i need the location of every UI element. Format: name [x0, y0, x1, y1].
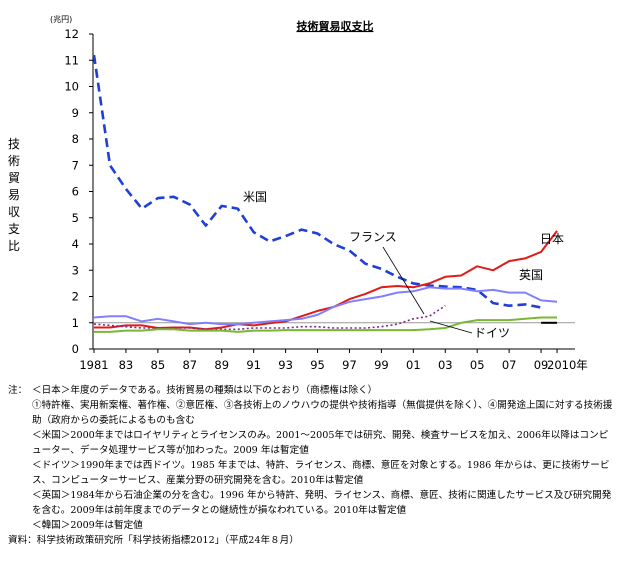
series-label-germany: ドイツ: [474, 326, 510, 340]
unit-label: (兆円): [50, 14, 72, 24]
x-tick-label: 97: [342, 358, 357, 372]
y-tick-label: 5: [72, 211, 79, 225]
series-label-japan: 日本: [540, 232, 564, 246]
note-japan-types: ①特許権、実用新案権、著作権、②意匠権、③各技術上のノウハウの提供や技術指導（無…: [32, 400, 613, 426]
x-tick-label: 1981: [79, 358, 108, 372]
note-lead: 注：: [8, 385, 28, 396]
note-uk: ＜英国＞1984年から石油企業の分を含む。1996 年から特許、発明、ライセンス…: [32, 490, 612, 516]
y-tick-label: 0: [72, 342, 79, 356]
series-label-uk: 英国: [519, 268, 543, 282]
series-france: [93, 305, 446, 331]
y-tick-label: 11: [64, 53, 79, 67]
x-tick-label: 99: [374, 358, 389, 372]
x-tick-label: 05: [470, 358, 485, 372]
note-row: ＜英国＞1984年から石油企業の分を含む。1996 年から特許、発明、ライセンス…: [8, 488, 614, 518]
series-layer: [92, 54, 558, 333]
y-tick-label: 12: [64, 27, 79, 41]
note-row: ＜米国＞2000年まではロイヤリティとライセンスのみ。2001～2005年では研…: [8, 428, 614, 458]
y-tick-label: 4: [72, 237, 79, 251]
y-axis-label: 技術貿易収支比: [8, 137, 20, 253]
y-tick-label: 2: [72, 290, 79, 304]
note-row: ①特許権、実用新案権、著作権、②意匠権、③各技術上のノウハウの提供や技術指導（無…: [8, 398, 614, 428]
note-korea: ＜韓国＞2009年は暫定値: [32, 520, 143, 531]
note-row: 注： ＜日本＞年度のデータである。技術貿易の種類は以下のとおり（商標権は除く）: [8, 383, 614, 398]
axes: [92, 34, 575, 350]
series-uk: [93, 286, 558, 326]
source-text: 科学技術政策研究所「科学技術指標2012」（平成24年８月）: [36, 535, 299, 546]
x-tick-label: 07: [502, 358, 517, 372]
x-tick-label: 03: [438, 358, 453, 372]
y-tick-label: 3: [72, 263, 79, 277]
note-row: ＜ドイツ＞1990年までは西ドイツ。1985 年までは、特許、ライセンス、商標、…: [8, 458, 614, 488]
y-tick-label: 6: [72, 185, 79, 199]
x-tick-label: 83: [119, 358, 134, 372]
x-tick-label: 95: [310, 358, 325, 372]
y-tick-label: 9: [72, 106, 79, 120]
x-tick-label: 93: [278, 358, 293, 372]
y-tick-label: 8: [72, 132, 79, 146]
france-leader-line: [382, 246, 425, 315]
x-tick-label: 89: [214, 358, 229, 372]
x-tick-label: 85: [151, 358, 166, 372]
series-label-us: 米国: [243, 190, 267, 204]
note-germany: ＜ドイツ＞1990年までは西ドイツ。1985 年までは、特許、ライセンス、商標、…: [32, 460, 610, 486]
x-tick-label: 2010年: [547, 358, 588, 372]
y-tick-label: 1: [72, 316, 79, 330]
y-tick-label: 10: [64, 80, 79, 94]
x-tick-label: 91: [246, 358, 261, 372]
y-tick-label: 7: [72, 158, 79, 172]
x-tick-label: 09: [534, 358, 549, 372]
series-label-france: フランス: [349, 230, 397, 244]
note-us: ＜米国＞2000年まではロイヤリティとライセンスのみ。2001～2005年では研…: [32, 430, 609, 456]
series-japan: [94, 230, 558, 331]
series-us: [92, 54, 542, 309]
germany-leader-line: [429, 320, 473, 334]
source-lead: 資料：: [8, 535, 37, 546]
chart-title: 技術貿易収支比: [297, 19, 374, 33]
source-row: 資料： 科学技術政策研究所「科学技術指標2012」（平成24年８月）: [8, 533, 614, 548]
note-row: ＜韓国＞2009年は暫定値: [8, 518, 614, 533]
x-tick-label: 01: [406, 358, 421, 372]
chart-notes: 注： ＜日本＞年度のデータである。技術貿易の種類は以下のとおり（商標権は除く） …: [8, 383, 614, 548]
x-tick-label: 87: [182, 358, 197, 372]
note-japan: ＜日本＞年度のデータである。技術貿易の種類は以下のとおり（商標権は除く）: [32, 385, 378, 396]
series-germany: [94, 316, 557, 333]
